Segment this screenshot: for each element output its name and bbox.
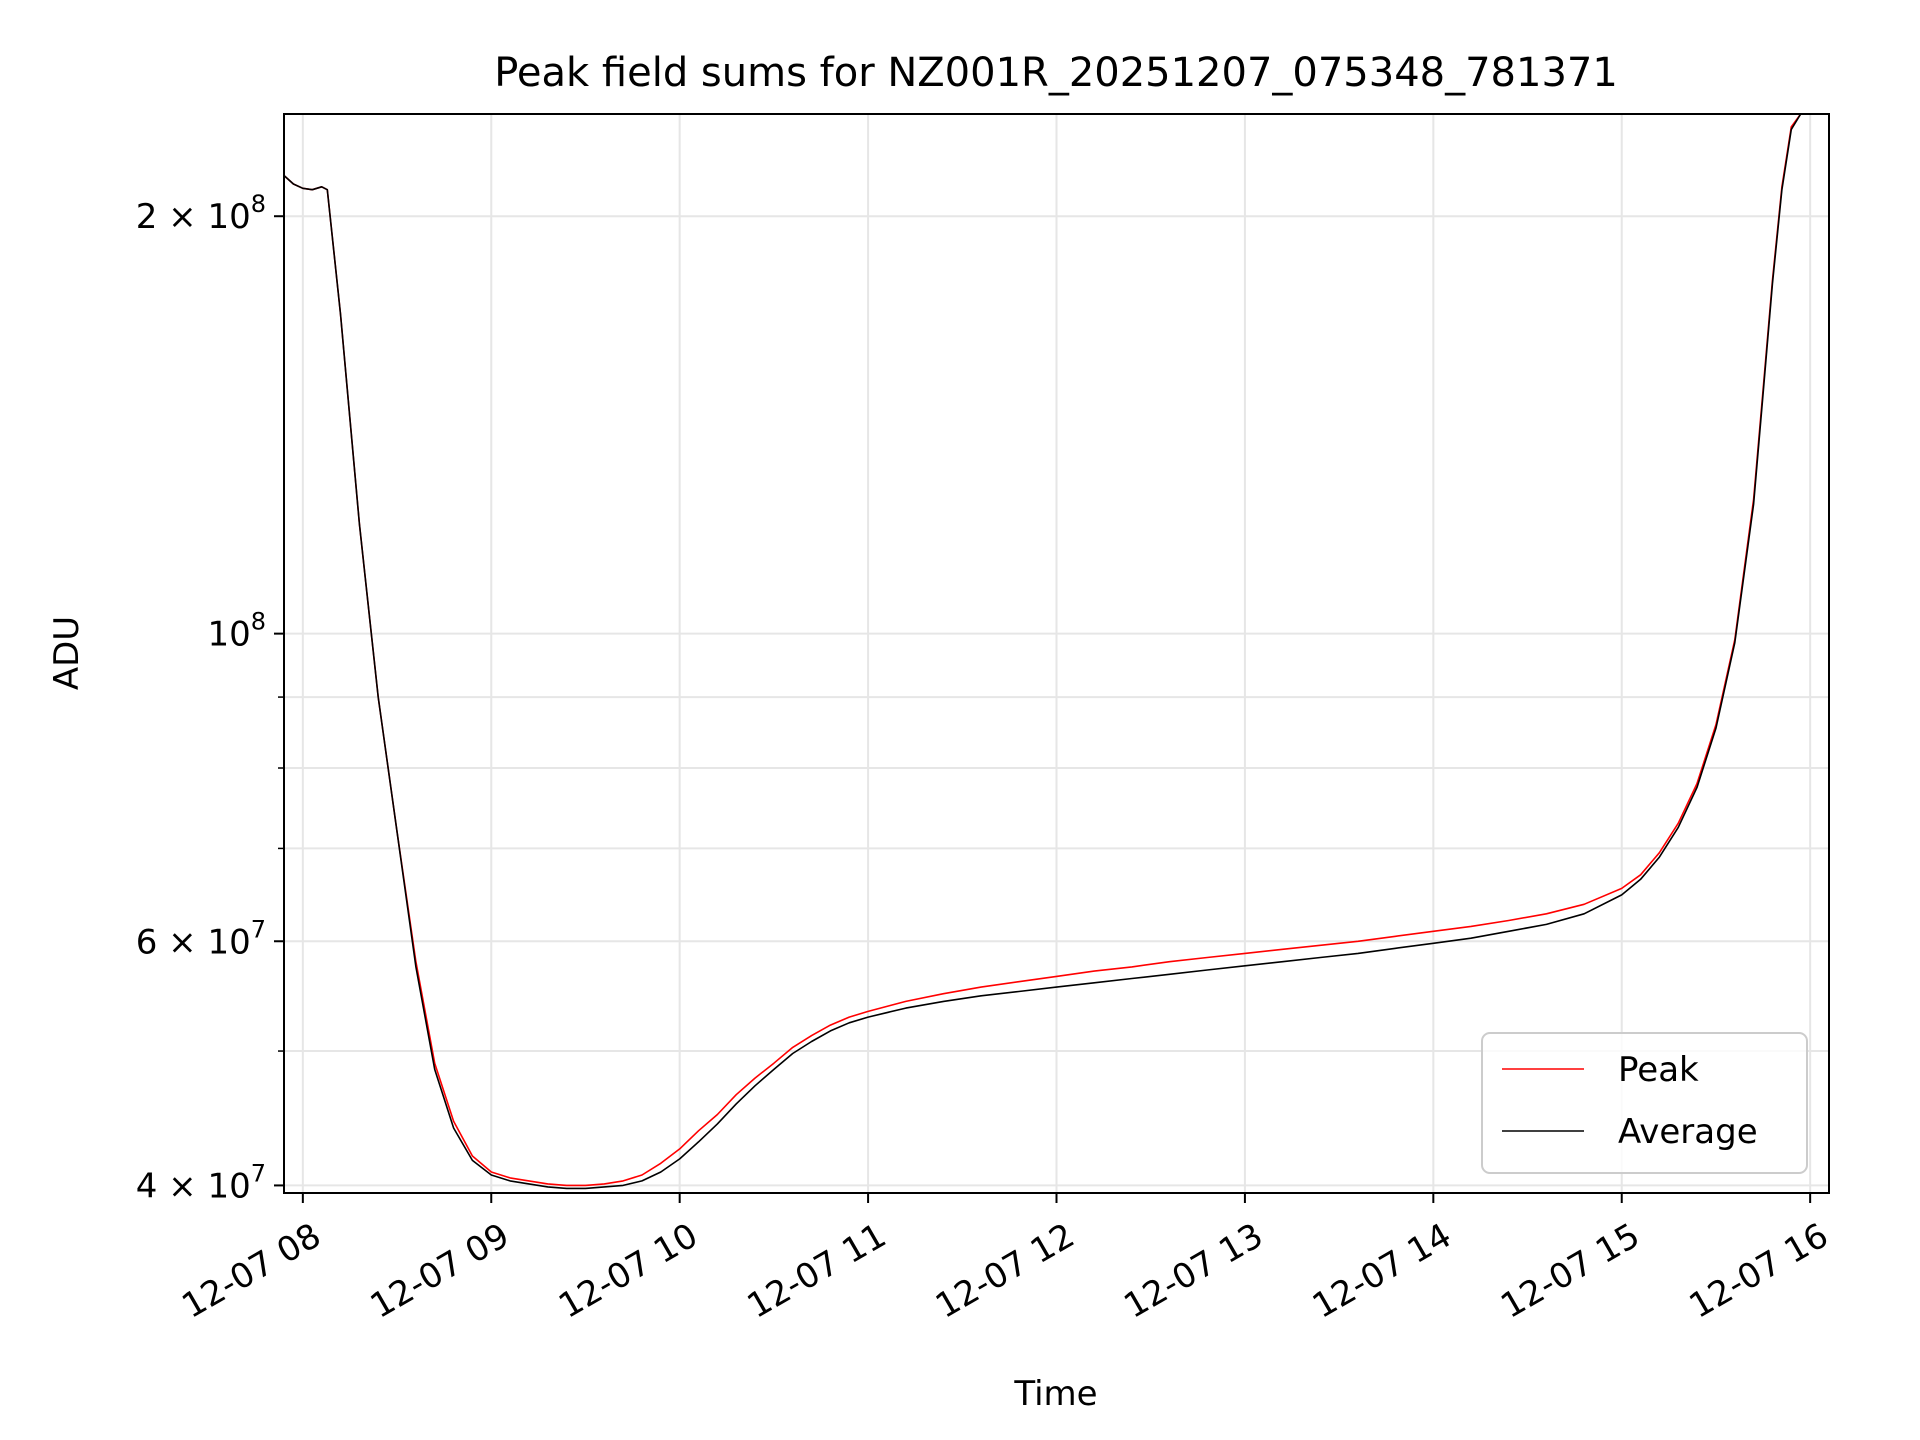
y-tick-label-base: 10 xyxy=(207,615,250,655)
legend: Peak Average xyxy=(1481,1032,1808,1174)
grid-lines xyxy=(284,114,1829,1193)
legend-label-peak: Peak xyxy=(1618,1050,1699,1090)
x-axis-label: Time xyxy=(1013,1374,1097,1414)
y-tick-label-base: 4 × 10 xyxy=(136,1166,251,1206)
y-tick-label-base: 6 × 10 xyxy=(136,922,251,962)
y-tick-label-exponent: 7 xyxy=(251,1159,266,1187)
chart-title: Peak field sums for NZ001R_20251207_0753… xyxy=(494,50,1618,96)
y-tick-label-base: 2 × 10 xyxy=(136,197,251,237)
series-line-average xyxy=(284,114,1811,1190)
y-tick-label: 108 xyxy=(207,608,266,655)
y-tick-label-exponent: 7 xyxy=(251,915,266,943)
legend-label-average: Average xyxy=(1618,1112,1758,1152)
y-tick-label-exponent: 8 xyxy=(251,190,266,218)
y-tick-label: 6 × 107 xyxy=(136,915,266,962)
series-layer xyxy=(284,114,1811,1190)
y-tick-label-exponent: 8 xyxy=(251,608,266,636)
y-tick-label: 2 × 108 xyxy=(136,190,266,237)
series-line-peak xyxy=(284,114,1811,1187)
legend-box xyxy=(1481,1032,1808,1174)
y-axis-label: ADU xyxy=(47,616,87,690)
y-tick-label: 4 × 107 xyxy=(136,1159,266,1206)
